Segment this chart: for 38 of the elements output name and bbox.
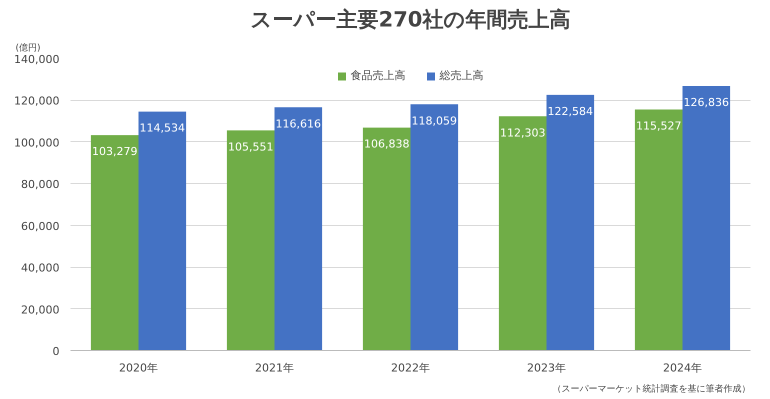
x-tick-label: 2023年	[527, 362, 566, 374]
y-tick-label: 100,000	[14, 136, 60, 150]
bar	[90, 135, 138, 350]
y-tick-label: 80,000	[21, 178, 60, 192]
data-label: 103,279	[92, 145, 138, 158]
legend-label: 食品売上高	[350, 68, 406, 83]
bar	[138, 112, 186, 350]
bar	[682, 86, 730, 350]
y-tick-label: 40,000	[21, 262, 60, 275]
y-tick-label: 140,000	[14, 53, 60, 66]
data-label: 114,534	[140, 122, 186, 135]
y-tick-label: 0	[52, 345, 60, 358]
chart-title: スーパー主要270社の年間売上高	[250, 8, 570, 32]
y-tick-label: 120,000	[14, 94, 60, 108]
bar	[226, 130, 274, 350]
data-label: 106,838	[364, 138, 410, 151]
data-label: 118,059	[412, 114, 458, 128]
bar	[274, 107, 322, 350]
x-tick-label: 2024年	[663, 362, 702, 374]
x-tick-label: 2022年	[391, 362, 430, 374]
legend-label: 総売上高	[440, 68, 484, 83]
bar	[362, 128, 410, 350]
bar	[634, 110, 682, 350]
bar	[410, 104, 458, 350]
y-axis-title: (億円)	[16, 42, 41, 54]
y-tick-label: 20,000	[21, 303, 60, 316]
text: （スーパーマーケット統計調査を基に筆者作成）	[552, 384, 750, 394]
x-tick-label: 2021年	[255, 362, 294, 374]
y-tick-label: 60,000	[21, 220, 60, 233]
x-tick-label: 2020年	[119, 362, 158, 374]
data-label: 105,551	[228, 140, 274, 154]
data-label: 116,616	[276, 117, 322, 130]
bar	[498, 116, 546, 350]
bar	[546, 94, 594, 350]
data-label: 112,303	[500, 126, 546, 140]
data-label: 115,527	[636, 120, 682, 133]
data-label: 126,836	[684, 96, 730, 109]
data-label: 122,584	[548, 104, 594, 118]
